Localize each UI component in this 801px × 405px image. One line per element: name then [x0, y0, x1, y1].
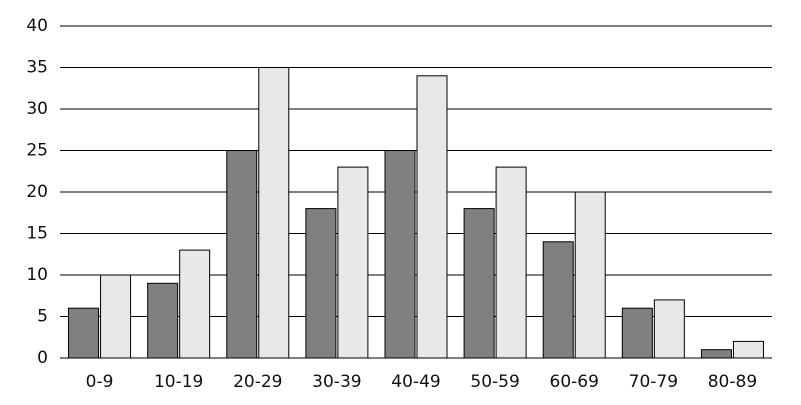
bar [100, 274, 132, 359]
bar [574, 191, 606, 359]
bar [305, 208, 337, 359]
bar [416, 75, 448, 359]
y-tick-label: 25 [26, 141, 48, 161]
x-tick-label: 40-49 [391, 372, 440, 392]
bar [542, 241, 574, 359]
x-tick-label: 70-79 [629, 372, 678, 392]
bar [463, 208, 495, 359]
y-tick-label: 20 [26, 182, 48, 202]
x-tick-label: 50-59 [470, 372, 519, 392]
bar [384, 150, 416, 359]
bar [621, 307, 653, 359]
bar [68, 307, 100, 359]
x-tick-label: 10-19 [154, 372, 203, 392]
bar [653, 299, 685, 359]
bar [147, 282, 179, 359]
x-tick-label: 20-29 [233, 372, 282, 392]
bar [700, 349, 732, 359]
y-tick-label: 35 [26, 58, 48, 78]
x-tick-label: 80-89 [708, 372, 757, 392]
bar [226, 150, 258, 359]
bar [258, 67, 290, 359]
x-tick-label: 0-9 [86, 372, 114, 392]
x-tick-label: 30-39 [312, 372, 361, 392]
y-tick-label: 30 [26, 99, 48, 119]
y-tick-label: 40 [26, 16, 48, 36]
bar [732, 340, 764, 359]
y-tick-label: 15 [26, 224, 48, 244]
y-tick-label: 5 [37, 307, 48, 327]
y-tick-label: 0 [37, 348, 48, 368]
bar [337, 166, 369, 359]
x-tick-label: 60-69 [550, 372, 599, 392]
y-tick-label: 10 [26, 265, 48, 285]
bar [495, 166, 527, 359]
bar [179, 249, 211, 359]
